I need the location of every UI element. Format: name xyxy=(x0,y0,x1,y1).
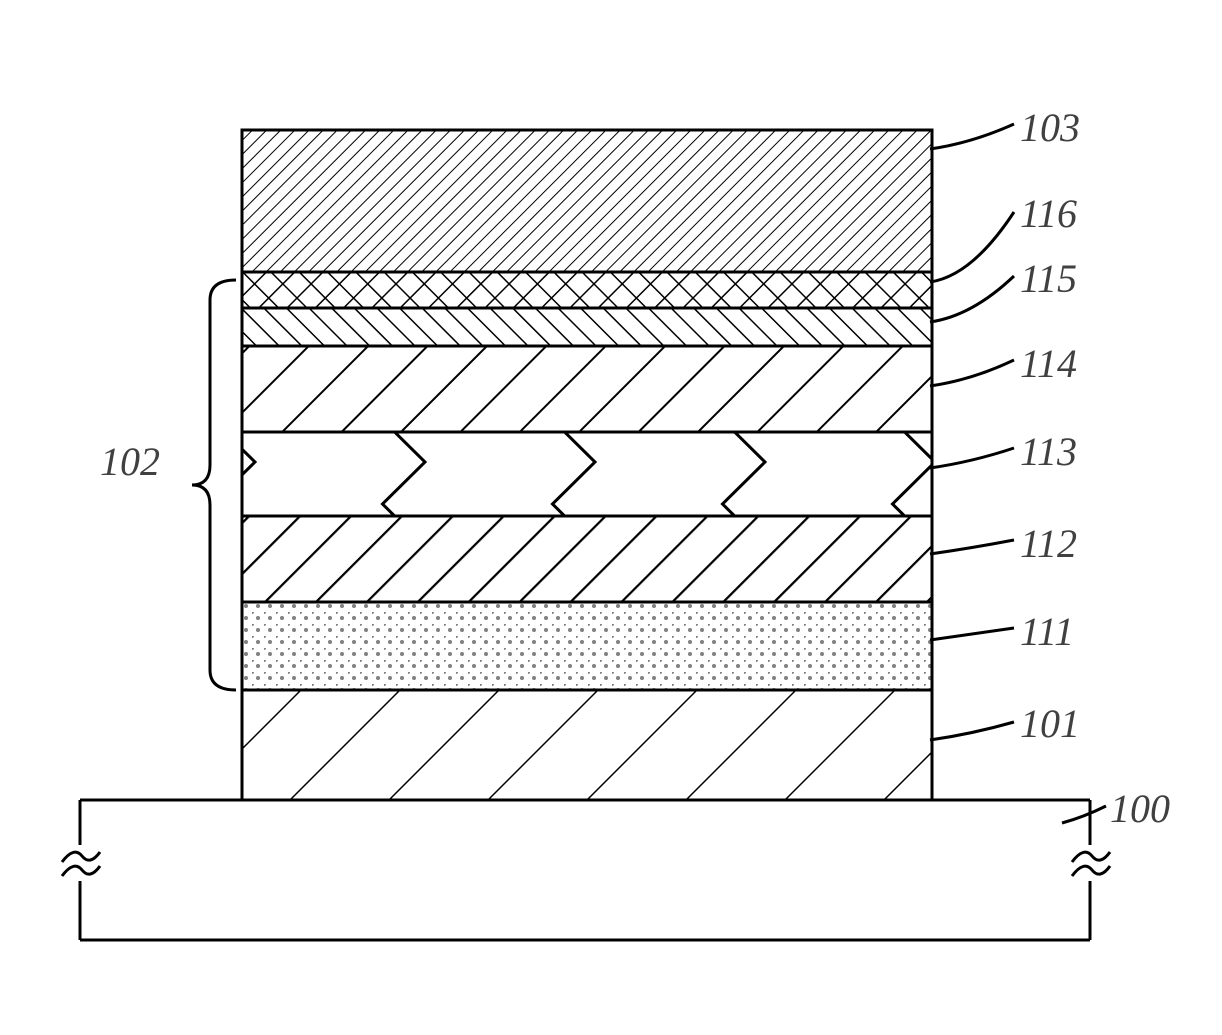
group-brace-102 xyxy=(192,280,236,690)
label-113: 113 xyxy=(1020,428,1077,475)
label-112: 112 xyxy=(1020,520,1077,567)
layer-103 xyxy=(242,130,932,272)
label-116: 116 xyxy=(1020,190,1077,237)
layer-101 xyxy=(242,690,932,800)
label-103: 103 xyxy=(1020,104,1080,151)
layer-111 xyxy=(242,602,932,690)
label-102: 102 xyxy=(100,438,160,485)
label-101: 101 xyxy=(1020,700,1080,747)
leader-line xyxy=(930,124,1014,149)
leader-line xyxy=(930,722,1014,740)
layer-115 xyxy=(242,308,932,346)
layer-100 xyxy=(62,800,1110,940)
leader-line xyxy=(930,448,1014,468)
layer-116 xyxy=(242,272,932,308)
layer-114 xyxy=(242,346,932,432)
leader-line xyxy=(930,212,1014,282)
leader-line xyxy=(930,540,1014,554)
label-115: 115 xyxy=(1020,255,1077,302)
label-111: 111 xyxy=(1020,608,1074,655)
leader-line xyxy=(930,628,1014,640)
layer-113 xyxy=(242,432,932,516)
leader-line xyxy=(930,276,1014,322)
leader-line xyxy=(930,360,1014,386)
label-114: 114 xyxy=(1020,340,1077,387)
layer-112 xyxy=(242,516,932,602)
label-100: 100 xyxy=(1110,785,1170,832)
